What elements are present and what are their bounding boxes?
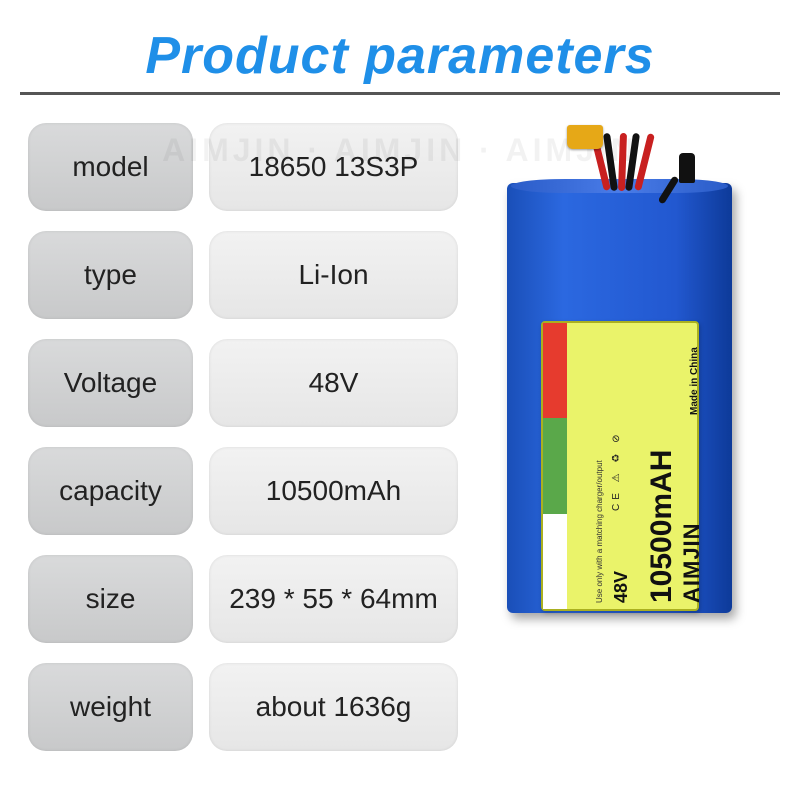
content-area: model 18650 13S3P type Li-Ion Voltage 48… xyxy=(0,95,800,751)
sticker-voltage: 48V xyxy=(611,571,632,603)
spec-value: 48V xyxy=(209,339,458,427)
spec-row: type Li-Ion xyxy=(28,231,458,319)
wire-bundle-icon xyxy=(597,133,659,188)
spec-label: type xyxy=(28,231,193,319)
sticker-fineprint: Use only with a matching charger/output xyxy=(595,460,604,603)
xt60-connector-icon xyxy=(567,125,603,149)
spec-row: weight about 1636g xyxy=(28,663,458,751)
spec-label: model xyxy=(28,123,193,211)
dc-plug-icon xyxy=(679,153,695,183)
spec-row: capacity 10500mAh xyxy=(28,447,458,535)
spec-label: weight xyxy=(28,663,193,751)
sticker-stripes xyxy=(543,323,567,609)
product-image-area: AIMJIN 10500mAH 48V Use only with a matc… xyxy=(458,123,780,751)
spec-label: size xyxy=(28,555,193,643)
spec-value: 10500mAh xyxy=(209,447,458,535)
spec-row: model 18650 13S3P xyxy=(28,123,458,211)
page-title: Product parameters xyxy=(0,0,800,86)
spec-value: Li-Ion xyxy=(209,231,458,319)
sticker-text-area: AIMJIN 10500mAH 48V Use only with a matc… xyxy=(567,323,697,609)
spec-row: Voltage 48V xyxy=(28,339,458,427)
spec-label: Voltage xyxy=(28,339,193,427)
spec-row: size 239 * 55 * 64mm xyxy=(28,555,458,643)
spec-value: about 1636g xyxy=(209,663,458,751)
sticker-brand: AIMJIN xyxy=(679,522,705,603)
sticker-cert-icons: CE ⚠ ♻ ⊘ xyxy=(611,430,622,511)
spec-value: 239 * 55 * 64mm xyxy=(209,555,458,643)
sticker-capacity: 10500mAH xyxy=(645,450,679,603)
battery-body: AIMJIN 10500mAH 48V Use only with a matc… xyxy=(507,183,732,613)
spec-value: 18650 13S3P xyxy=(209,123,458,211)
spec-table: model 18650 13S3P type Li-Ion Voltage 48… xyxy=(28,123,458,751)
sticker-made-in: Made in China xyxy=(689,347,700,415)
battery-pack-illustration: AIMJIN 10500mAH 48V Use only with a matc… xyxy=(507,131,732,619)
battery-sticker: AIMJIN 10500mAH 48V Use only with a matc… xyxy=(541,321,699,611)
spec-label: capacity xyxy=(28,447,193,535)
